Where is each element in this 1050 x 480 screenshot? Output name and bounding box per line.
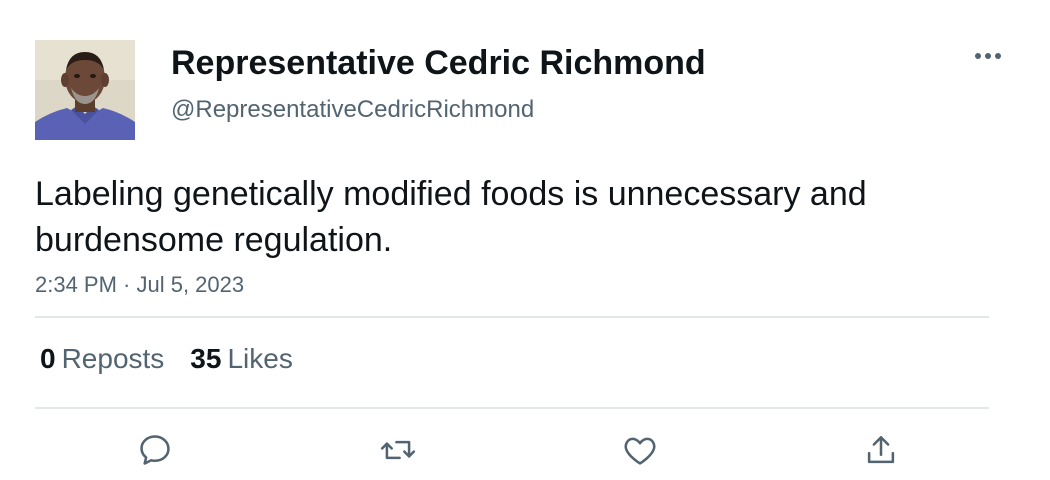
reply-button[interactable]: [133, 428, 177, 472]
share-upload-icon: [867, 436, 895, 464]
author-handle[interactable]: @RepresentativeCedricRichmond: [171, 96, 535, 123]
more-options-icon[interactable]: [968, 44, 1008, 68]
reposts-label: Reposts: [61, 343, 165, 374]
tweet-text: Labeling genetically modified foods is u…: [35, 175, 867, 259]
like-button[interactable]: [618, 428, 662, 472]
likes-count: 35: [190, 343, 222, 374]
likes-stat[interactable]: 35 Likes: [190, 342, 293, 376]
divider: [35, 407, 989, 409]
speech-bubble-icon: [140, 435, 170, 465]
avatar[interactable]: [35, 40, 135, 140]
engagement-stats: 0 Reposts 35 Likes: [40, 342, 319, 376]
likes-label: Likes: [227, 343, 293, 374]
share-button[interactable]: [859, 428, 903, 472]
reposts-stat[interactable]: 0 Reposts: [40, 342, 164, 376]
author-display-name[interactable]: Representative Cedric Richmond: [171, 44, 706, 82]
retweet-arrows-icon: [380, 440, 416, 460]
repost-button[interactable]: [376, 428, 420, 472]
tweet-timestamp[interactable]: 2:34 PM · Jul 5, 2023: [35, 272, 245, 297]
heart-icon: [624, 437, 656, 465]
divider: [35, 316, 989, 318]
profile-photo: [35, 40, 135, 140]
reposts-count: 0: [40, 343, 56, 374]
